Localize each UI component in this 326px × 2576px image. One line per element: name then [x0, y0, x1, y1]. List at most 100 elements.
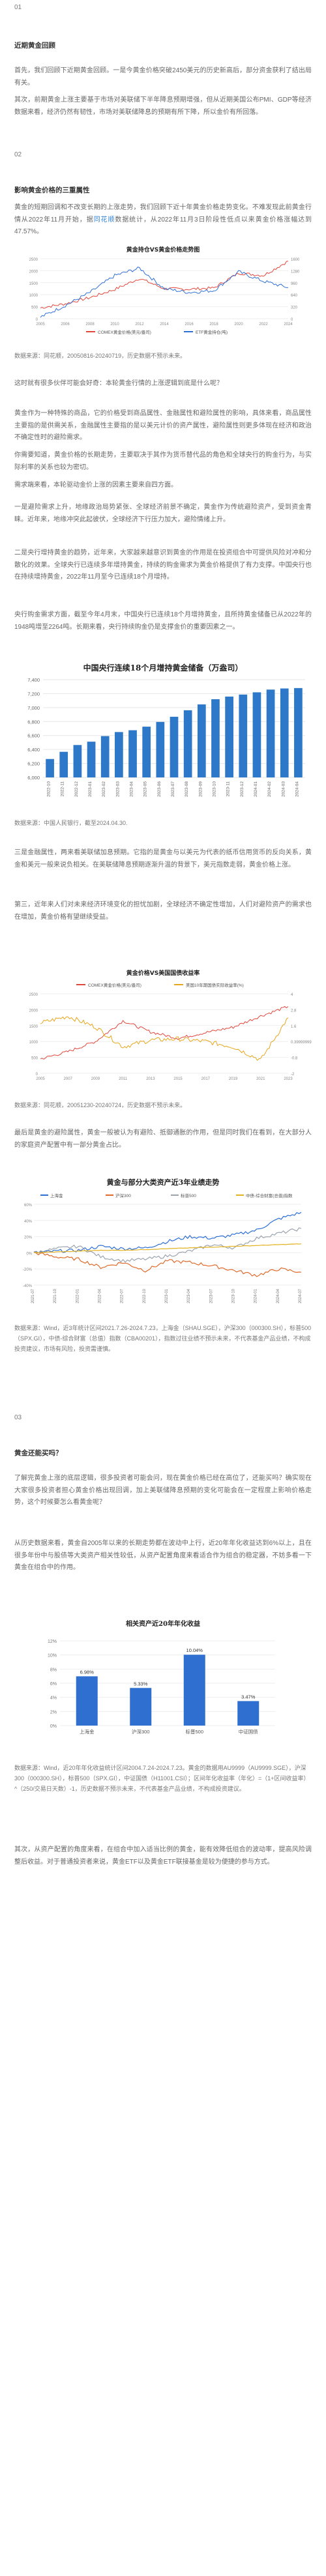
chart2-y-tick: 6,000 — [27, 775, 40, 781]
section-number-01: 01 — [14, 4, 22, 11]
chart2-x-tick: 2023-07 — [171, 781, 175, 797]
chart1-x-tick: 2008 — [85, 323, 95, 326]
chart3-x-tick: 2021 — [256, 1077, 265, 1081]
chart-20y-annualized-returns: 相关资产近20年年化收益 0% 2% 4% 6% 8% 10% 12% 6.98% 上海金 5.3… — [14, 1613, 312, 1750]
chart3-y2-tick: 0.3999999999999999 — [291, 1041, 312, 1045]
chart2-x-tick: 2023-01 — [88, 781, 93, 797]
chart1-x-tick: 2024 — [284, 323, 293, 326]
chart3-x-tick: 2009 — [91, 1077, 100, 1081]
chart2-x-tick: 2024-03 — [281, 781, 286, 797]
chart2-bar — [59, 751, 68, 777]
chart5-bar — [76, 1676, 98, 1726]
chart2-x-tick: 2024-01 — [254, 781, 258, 797]
paragraph-6: 你需要知道，黄金价格的长期走势，主要取决于其作为货币替代品的角色和全球央行的购金… — [14, 452, 312, 471]
chart2-bar — [294, 687, 303, 777]
paragraph-1: 首先，我们回顾下近期黄金回顾。一是今黄金价格突破2450美元的历史新高后，部分资… — [14, 67, 312, 87]
chart4-x-tick: 2022-01 — [76, 1288, 80, 1303]
chart1-legend-label: ETF黄金持仓(吨) — [196, 329, 228, 335]
chart2-y-tick: 7,000 — [27, 705, 40, 711]
chart3-y-tick: 2000 — [29, 1009, 38, 1013]
chart2-y-tick: 6,200 — [27, 761, 40, 767]
paragraph-15: 从历史数据来看，黄金自2005年以来的长期走势都在波动中上行，近20年年化收益达… — [14, 1540, 312, 1571]
chart4-y-tick: 40% — [24, 1220, 33, 1224]
chart3-y2-tick: -2 — [291, 1073, 295, 1077]
chart2-bar — [87, 742, 96, 777]
chart4-series-line-3 — [34, 1243, 302, 1254]
chart2-y-tick: 7,400 — [27, 677, 40, 683]
chart-asset-performance-3y: 黄金与部分大类资产近3年业绩走势 上海金 沪深300 标普500 中债-综合财富(总值… — [14, 1173, 312, 1310]
chart3-title: 黄金价格VS美国国债收益率 — [126, 970, 200, 977]
chart4-legend-label: 中债-综合财富(总值)指数 — [246, 1193, 293, 1198]
chart5-value-label: 3.47% — [241, 1694, 256, 1700]
chart3-y-tick: 2500 — [29, 993, 38, 997]
chart3-legend-label: COMEX黄金价格(美元/盎司) — [88, 982, 141, 988]
paragraph-11: 三是金融属性，两来看美联储加息预期。它指的是黄金与以美元为代表的纸币信用货币的反… — [14, 849, 312, 869]
chart4-title: 黄金与部分大类资产近3年业绩走势 — [106, 1178, 220, 1187]
chart4-x-tick: 2024-07 — [299, 1288, 303, 1303]
chart2-bar — [156, 721, 165, 777]
chart-gold-vs-treasury: 黄金价格VS美国国债收益率 COMEX黄金价格(美元/盎司) 美国10年期国债实际… — [14, 964, 326, 1088]
chart4-legend-label: 标普500 — [181, 1193, 196, 1198]
chart3-x-tick: 2017 — [201, 1077, 211, 1081]
chart3-legend-label: 美国10年期国债实际收益率(%) — [186, 982, 244, 988]
chart4-plot: 上海金 沪深300 标普500 中债-综合财富(总值)指数 -40% -20% 0% 20% 4… — [23, 1193, 303, 1303]
chart2-x-tick: 2023-04 — [130, 781, 134, 797]
chart2-x-tick: 2023-10 — [212, 781, 216, 797]
chart5-y-tick: 0% — [50, 1724, 57, 1729]
paragraph-5: 黄金作为一种特殊的商品，它的价格受到商品属性、金融属性和避险属性的影响，具体来看… — [14, 410, 312, 441]
chart1-x-tick: 2010 — [110, 323, 119, 326]
chart1-y2-tick: 1600 — [291, 258, 300, 262]
chart4-x-tick: 2021-10 — [53, 1288, 57, 1303]
chart5-y-tick: 8% — [50, 1668, 57, 1672]
chart4-legend-label: 上海金 — [50, 1193, 63, 1198]
tonghuashun-link[interactable]: 同花顺 — [93, 216, 115, 224]
chart4-x-tick: 2022-10 — [143, 1288, 147, 1303]
chart5-value-label: 6.98% — [80, 1669, 95, 1675]
chart2-x-tick: 2023-05 — [143, 781, 148, 797]
chart1-title: 黄金持仓VS黄金价格走势图 — [126, 247, 200, 253]
paragraph-3a: 黄金的短期回调和不改变长期的上涨走势，我们回顾下近十年黄金价格走势变化。不难发现… — [14, 204, 312, 224]
chart2-y-tick: 6,600 — [27, 733, 40, 739]
chart3-series-line-1 — [40, 1016, 289, 1061]
chart5-bar — [130, 1688, 152, 1726]
chart4-legend-label: 沪深300 — [115, 1193, 131, 1198]
chart2-bar — [211, 699, 220, 777]
chart4-y-tick: 20% — [24, 1236, 33, 1240]
paragraph-10: 央行购金需求方面，截至今年4月末，中国央行已连续18个月增持黄金，且所持黄金储备… — [14, 611, 312, 631]
chart4-y-tick: 0% — [26, 1252, 32, 1256]
chart1-x-tick: 2005 — [36, 323, 45, 326]
chart1-x-tick: 2006 — [61, 323, 70, 326]
chart1-y-tick: 2500 — [29, 258, 38, 262]
chart3-y-tick: 1000 — [29, 1041, 38, 1045]
chart4-series-line-1 — [33, 1251, 302, 1277]
chart4-series-line-0 — [33, 1211, 302, 1254]
chart1-y-tick: 0 — [36, 318, 38, 322]
chart5-y-tick: 10% — [48, 1654, 57, 1658]
chart1-y-tick: 2000 — [29, 270, 38, 274]
chart1-y2-tick: 0 — [291, 318, 293, 322]
chart3-y-tick: 500 — [31, 1057, 38, 1061]
chart4-series-line-2 — [33, 1227, 302, 1263]
chart4-x-tick: 2021-07 — [31, 1288, 35, 1303]
chart4-x-tick: 2023-04 — [187, 1288, 191, 1303]
chart1-x-tick: 2014 — [160, 323, 169, 326]
chart2-x-tick: 2022-12 — [74, 781, 79, 797]
chart5-y-tick: 12% — [48, 1640, 57, 1644]
chart2-y-tick: 6,400 — [27, 747, 40, 753]
chart4-y-tick: -40% — [23, 1284, 33, 1288]
chart2-bar — [128, 730, 137, 777]
chart1-y2-tick: 640 — [291, 294, 298, 298]
chart5-value-label: 5.33% — [134, 1681, 148, 1686]
chart2-x-tick: 2022-10 — [47, 781, 52, 797]
paragraph-9: 二是央行增持黄金的趋势，近年来，大家越来越意识到黄金的作用是在投资组合中可提供风… — [14, 549, 312, 581]
chart3-plot: COMEX黄金价格(美元/盎司) 美国10年期国债实际收益率(%) 0 -2 500 -0… — [29, 982, 326, 1081]
chart2-plot: 6,000 6,200 6,400 6,600 6,800 7,000 7,200 7,400… — [27, 677, 305, 797]
chart2-bar — [73, 745, 82, 777]
chart5-x-tick: 沪深300 — [132, 1728, 150, 1735]
source-note-3: 数据来源：同花顺，20051230-20240724，历史数据不预示未来。 — [14, 1102, 186, 1108]
chart4-x-tick: 2022-04 — [98, 1288, 102, 1303]
chart2-bar — [266, 689, 275, 777]
chart1-series-line-0 — [40, 261, 289, 309]
source-note-2: 数据来源：中国人民银行，截至2024.04.30. — [14, 820, 128, 826]
chart2-bar — [225, 696, 233, 777]
